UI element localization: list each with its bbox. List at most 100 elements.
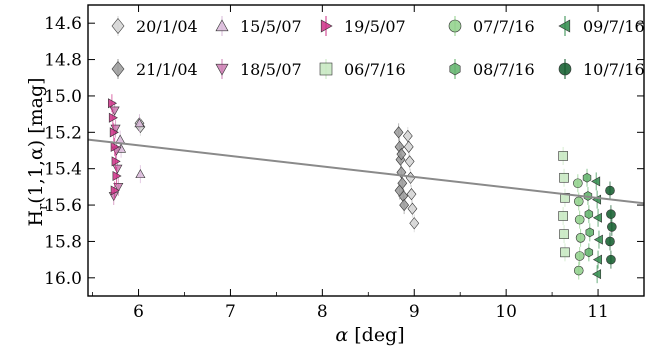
x-axis-label: α [deg] xyxy=(335,324,404,346)
legend-label: 19/5/07 xyxy=(344,17,406,36)
legend-label: 15/5/07 xyxy=(240,17,302,36)
data-point xyxy=(399,198,410,212)
legend-entry: 18/5/07 xyxy=(215,59,302,79)
legend-marker xyxy=(215,19,229,32)
series-9 xyxy=(591,172,603,284)
data-point xyxy=(111,156,121,167)
data-point xyxy=(606,254,616,265)
x-tick-label: 6 xyxy=(133,302,144,322)
legend-marker xyxy=(558,62,572,76)
data-point xyxy=(592,269,602,280)
legend-entry: 19/5/07 xyxy=(320,16,406,36)
data-point xyxy=(573,196,584,207)
data-point xyxy=(394,184,405,197)
y-tick-label: 16.0 xyxy=(44,269,82,289)
data-point xyxy=(593,234,603,245)
data-point xyxy=(584,209,594,220)
legend-entry: 09/7/16 xyxy=(558,16,645,36)
y-tick-label: 15.4 xyxy=(44,160,82,180)
data-point xyxy=(110,185,120,196)
y-tick-label: 14.6 xyxy=(44,14,82,34)
data-point xyxy=(605,185,615,196)
data-point xyxy=(108,112,118,123)
data-point xyxy=(574,214,585,225)
data-point xyxy=(109,127,119,138)
legend-marker xyxy=(215,63,229,76)
data-point xyxy=(592,254,602,265)
legend-label: 06/7/16 xyxy=(344,60,406,79)
data-point xyxy=(406,188,417,201)
y-axis-label-rest: (1,1,α) [mag] xyxy=(25,77,47,203)
x-axis-label-symbol: α xyxy=(335,324,348,346)
data-point xyxy=(574,251,585,261)
data-point xyxy=(393,126,404,139)
data-point xyxy=(135,169,146,179)
legend-label: 21/1/04 xyxy=(136,60,198,79)
y-axis: 14.6 14.8 15.0 15.2 15.4 15.6 15.8 16.0 xyxy=(44,14,644,289)
data-point xyxy=(573,178,583,189)
data-point xyxy=(585,227,594,238)
y-axis-label-main: H xyxy=(25,210,47,227)
series-2 xyxy=(393,123,410,215)
data-point xyxy=(575,233,586,243)
y-tick-label: 15.2 xyxy=(44,123,82,143)
data-point xyxy=(559,172,569,183)
legend-marker xyxy=(319,62,333,76)
fit-line xyxy=(87,138,645,205)
legend-label: 09/7/16 xyxy=(583,17,645,36)
data-point xyxy=(402,129,413,143)
series-layer xyxy=(107,94,617,284)
legend-label: 20/1/04 xyxy=(136,17,198,36)
legend-marker xyxy=(558,19,571,33)
x-tick-label: 7 xyxy=(225,302,236,322)
data-point xyxy=(407,202,418,215)
legend-entry: 10/7/16 xyxy=(558,59,645,79)
x-tick-label: 11 xyxy=(587,302,609,322)
legend-entry: 08/7/16 xyxy=(449,59,535,79)
data-point xyxy=(592,212,602,223)
data-point xyxy=(113,182,124,192)
data-point xyxy=(110,141,120,152)
x-tick-label: 8 xyxy=(317,302,328,322)
data-point xyxy=(107,98,118,109)
y-tick-label: 15.0 xyxy=(44,87,82,107)
series-10 xyxy=(605,181,617,269)
data-point xyxy=(584,247,594,258)
data-point xyxy=(591,176,601,187)
y-axis-label-sub: r xyxy=(36,203,51,210)
series-6 xyxy=(558,146,570,262)
legend-label: 10/7/16 xyxy=(583,60,645,79)
legend-label: 08/7/16 xyxy=(473,60,535,79)
data-point xyxy=(558,211,568,221)
data-point xyxy=(403,140,414,153)
legend: 20/1/04 15/5/07 19/5/07 07/7/16 09/7/16 21/1/… xyxy=(111,16,645,79)
legend-marker xyxy=(449,62,461,76)
data-point xyxy=(607,222,617,232)
x-axis-label-unit: [deg] xyxy=(348,324,404,346)
y-tick-label: 15.6 xyxy=(44,196,82,216)
legend-marker xyxy=(111,61,125,77)
legend-marker xyxy=(320,19,333,33)
data-point xyxy=(404,155,415,168)
data-point xyxy=(559,229,569,239)
data-point xyxy=(396,148,407,161)
data-point xyxy=(606,209,616,219)
legend-entry: 06/7/16 xyxy=(319,59,406,79)
data-point xyxy=(134,118,145,128)
series-8 xyxy=(582,168,594,262)
data-point xyxy=(573,265,584,276)
series-5 xyxy=(107,94,122,200)
y-tick-label: 15.8 xyxy=(44,232,82,252)
legend-entry: 21/1/04 xyxy=(111,59,198,79)
x-tick-label: 10 xyxy=(495,302,517,322)
series-3 xyxy=(115,114,146,184)
y-tick-label: 14.8 xyxy=(44,51,82,71)
legend-marker xyxy=(111,18,125,34)
data-point xyxy=(582,172,592,183)
series-7 xyxy=(573,174,586,280)
legend-label: 07/7/16 xyxy=(473,17,535,36)
data-point xyxy=(560,247,570,258)
legend-entry: 20/1/04 xyxy=(111,16,198,36)
data-point xyxy=(112,170,122,181)
